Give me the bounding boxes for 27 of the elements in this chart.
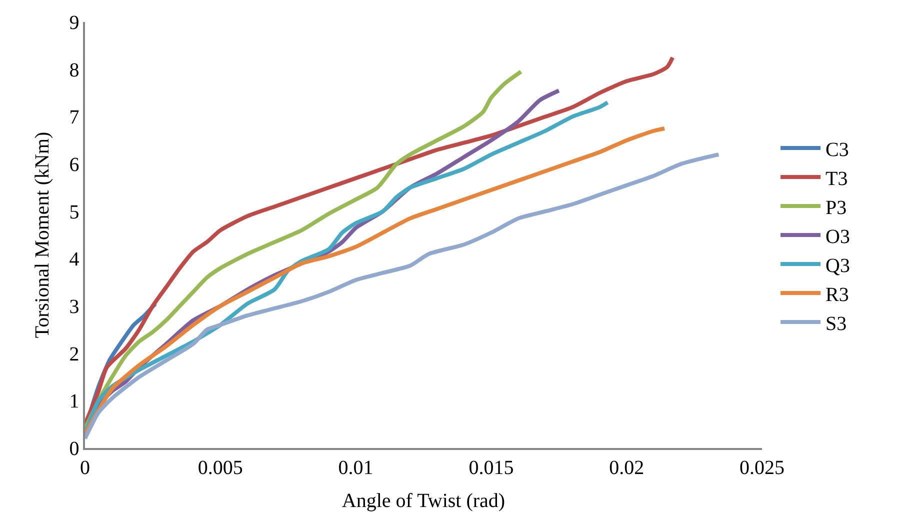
legend-label: O3	[826, 226, 850, 248]
legend-label: T3	[826, 168, 848, 190]
line-series	[85, 56, 675, 426]
legend-label: R3	[826, 284, 849, 306]
y-tick-label: 4	[69, 248, 80, 271]
y-tick-label: 7	[69, 106, 80, 129]
y-tick-label: 6	[69, 154, 80, 176]
line-series	[85, 126, 667, 436]
y-axis-title: Torsional Moment (kNm)	[31, 132, 54, 338]
y-tick-label: 5	[69, 201, 80, 224]
legend-label: C3	[826, 138, 849, 161]
x-tick-label: 0.025	[740, 456, 784, 479]
y-tick-label: 2	[69, 343, 80, 366]
x-tick-label: 0.015	[468, 456, 514, 479]
legend-label: S3	[826, 312, 847, 335]
x-tick-label: 0.02	[609, 456, 644, 479]
legend-label: Q3	[826, 254, 850, 277]
legend-label: P3	[826, 196, 847, 219]
y-tick-label: 3	[69, 296, 80, 318]
y-tick-label: 8	[69, 59, 80, 82]
line-series	[85, 152, 721, 441]
y-tick-label: 9	[69, 12, 80, 34]
x-axis-title: Angle of Twist (rad)	[342, 490, 506, 512]
y-tick-label: 0	[69, 438, 80, 460]
y-tick-label: 1	[69, 390, 80, 413]
x-tick-label: 0.01	[338, 456, 374, 479]
x-tick-label: 0.005	[198, 456, 243, 479]
